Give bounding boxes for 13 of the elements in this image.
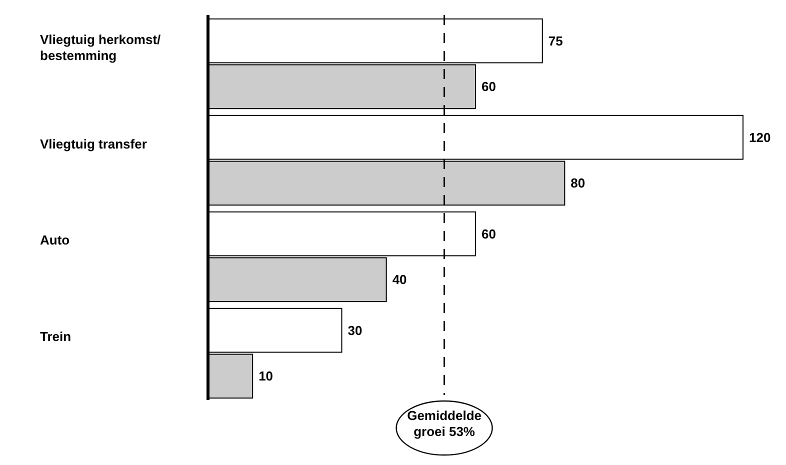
data-label: 60 bbox=[482, 226, 496, 242]
data-label: 40 bbox=[392, 272, 407, 288]
data-label: 30 bbox=[348, 322, 362, 338]
data-label: 10 bbox=[258, 368, 274, 384]
data-label: 120 bbox=[749, 130, 771, 145]
data-label: 60 bbox=[482, 79, 496, 94]
y-tick-label: Trein bbox=[40, 329, 72, 344]
y-tick-label: Vliegtuig herkomst/bestemming bbox=[40, 32, 162, 63]
y-tick-label: Vliegtuig transfer bbox=[40, 136, 147, 152]
ref-line-label: Gemiddelde groei 53% bbox=[407, 408, 482, 439]
data-label: 80 bbox=[570, 176, 586, 191]
y-tick-label: Auto bbox=[40, 232, 70, 248]
data-label: 75 bbox=[548, 33, 563, 48]
